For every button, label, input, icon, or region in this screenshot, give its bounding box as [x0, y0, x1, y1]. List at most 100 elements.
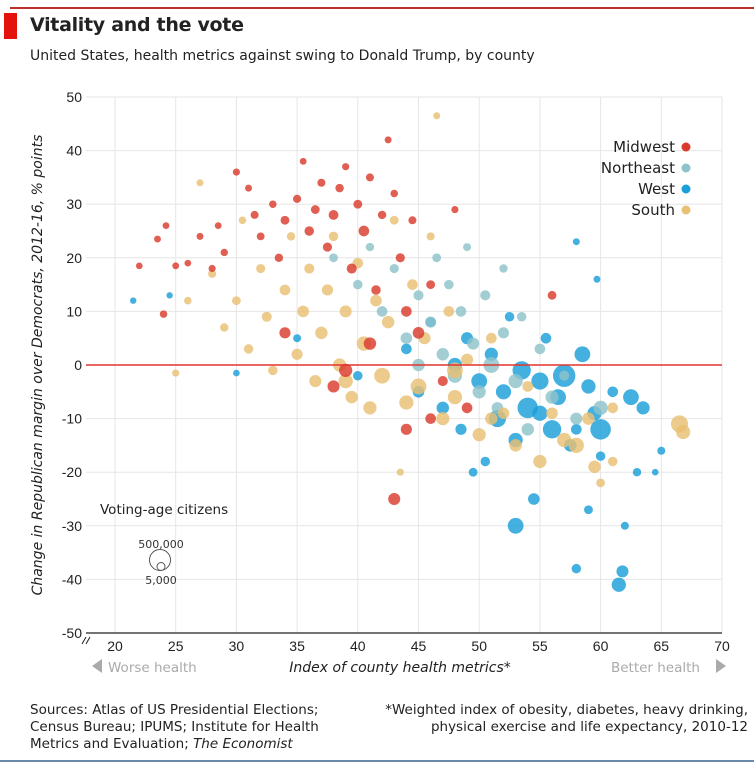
- point-midwest: [214, 222, 222, 230]
- legend-dot-west: [681, 184, 691, 194]
- point-midwest: [310, 205, 320, 214]
- point-midwest: [172, 262, 180, 270]
- point-south: [238, 216, 247, 225]
- legend-dot-south: [681, 205, 691, 215]
- point-midwest: [339, 363, 353, 377]
- point-south: [381, 315, 395, 329]
- point-midwest: [365, 173, 374, 182]
- point-south: [522, 381, 534, 392]
- point-south: [607, 402, 619, 414]
- point-west: [468, 467, 478, 477]
- size-legend: Voting-age citizens 500,000 5,000: [100, 502, 228, 587]
- point-northeast: [559, 370, 570, 381]
- footnote: *Weighted index of obesity, diabetes, he…: [385, 702, 748, 735]
- point-south: [433, 112, 441, 120]
- x-tick-label: 70: [714, 638, 730, 654]
- point-northeast: [376, 306, 388, 317]
- point-south: [268, 365, 278, 376]
- point-northeast: [534, 343, 546, 355]
- point-west: [636, 401, 650, 415]
- point-south: [321, 284, 334, 296]
- x-tick-label: 55: [532, 638, 548, 654]
- point-south: [374, 367, 390, 384]
- point-midwest: [184, 259, 192, 267]
- x-tick-label: 25: [168, 638, 184, 654]
- point-northeast: [499, 264, 508, 273]
- point-northeast: [593, 400, 608, 416]
- x-tick-label: 45: [411, 638, 427, 654]
- size-legend-small-label: 5,000: [145, 574, 177, 587]
- point-west: [623, 389, 639, 406]
- point-west: [531, 372, 549, 390]
- point-midwest: [412, 327, 425, 339]
- point-south: [297, 305, 309, 318]
- point-south: [261, 311, 272, 322]
- point-west: [130, 297, 137, 304]
- x-tick-label: 40: [350, 638, 366, 654]
- point-west: [651, 468, 659, 476]
- y-tick-label: 50: [66, 89, 82, 105]
- point-south: [304, 263, 315, 274]
- point-south: [279, 284, 291, 296]
- point-northeast: [516, 312, 527, 322]
- point-south: [256, 263, 266, 274]
- point-midwest: [390, 189, 398, 198]
- legend-dot-northeast: [681, 163, 691, 173]
- point-south: [396, 468, 404, 476]
- legend-label-northeast: Northeast: [601, 159, 675, 177]
- worse-health-label: Worse health: [108, 660, 197, 676]
- point-west: [542, 420, 562, 439]
- point-west: [574, 346, 591, 363]
- point-south: [582, 412, 595, 425]
- legend-label-west: West: [638, 180, 675, 198]
- point-midwest: [208, 264, 216, 273]
- point-west: [353, 370, 363, 381]
- point-northeast: [467, 337, 480, 350]
- point-south: [328, 231, 339, 242]
- y-tick-label: -40: [62, 571, 82, 587]
- point-midwest: [451, 205, 459, 214]
- point-northeast: [389, 263, 399, 274]
- point-midwest: [547, 290, 557, 300]
- point-south: [315, 326, 328, 340]
- point-midwest: [388, 492, 401, 506]
- point-midwest: [162, 222, 170, 230]
- point-northeast: [432, 253, 442, 263]
- y-tick-label: 20: [66, 250, 82, 266]
- point-south: [557, 432, 572, 448]
- y-axis-title: Change in Republican margin over Democra…: [30, 135, 46, 596]
- point-south: [410, 378, 427, 395]
- point-midwest: [363, 337, 377, 350]
- x-tick-label: 65: [654, 638, 670, 654]
- point-midwest: [384, 136, 392, 144]
- point-midwest: [395, 253, 405, 263]
- point-northeast: [353, 279, 363, 290]
- point-midwest: [304, 226, 314, 236]
- point-midwest: [154, 235, 161, 243]
- point-midwest: [437, 376, 448, 387]
- point-south: [426, 232, 435, 241]
- point-northeast: [480, 290, 491, 301]
- point-west: [616, 565, 629, 578]
- point-midwest: [317, 178, 326, 187]
- arrow-right-icon: [716, 659, 726, 673]
- point-midwest: [269, 200, 277, 208]
- point-south: [370, 294, 382, 307]
- legend: Midwest Northeast West South: [601, 138, 691, 219]
- y-tick-label: 40: [66, 143, 82, 159]
- data-points: [130, 112, 691, 592]
- point-south: [338, 373, 353, 389]
- chart-subtitle: United States, health metrics against sw…: [30, 48, 535, 64]
- legend-dot-midwest: [681, 142, 691, 152]
- point-west: [540, 332, 552, 344]
- axes: 50 40 30 20 10 0 -10 -20 -30 -40 -50 20 25 30 35 40 45 50…: [30, 89, 730, 676]
- point-west: [632, 467, 642, 477]
- point-midwest: [293, 194, 302, 203]
- point-northeast: [444, 279, 454, 290]
- point-south: [231, 296, 241, 306]
- point-northeast: [455, 306, 467, 317]
- point-midwest: [135, 262, 143, 270]
- point-northeast: [425, 316, 437, 328]
- point-west: [484, 347, 498, 361]
- point-west: [584, 505, 593, 515]
